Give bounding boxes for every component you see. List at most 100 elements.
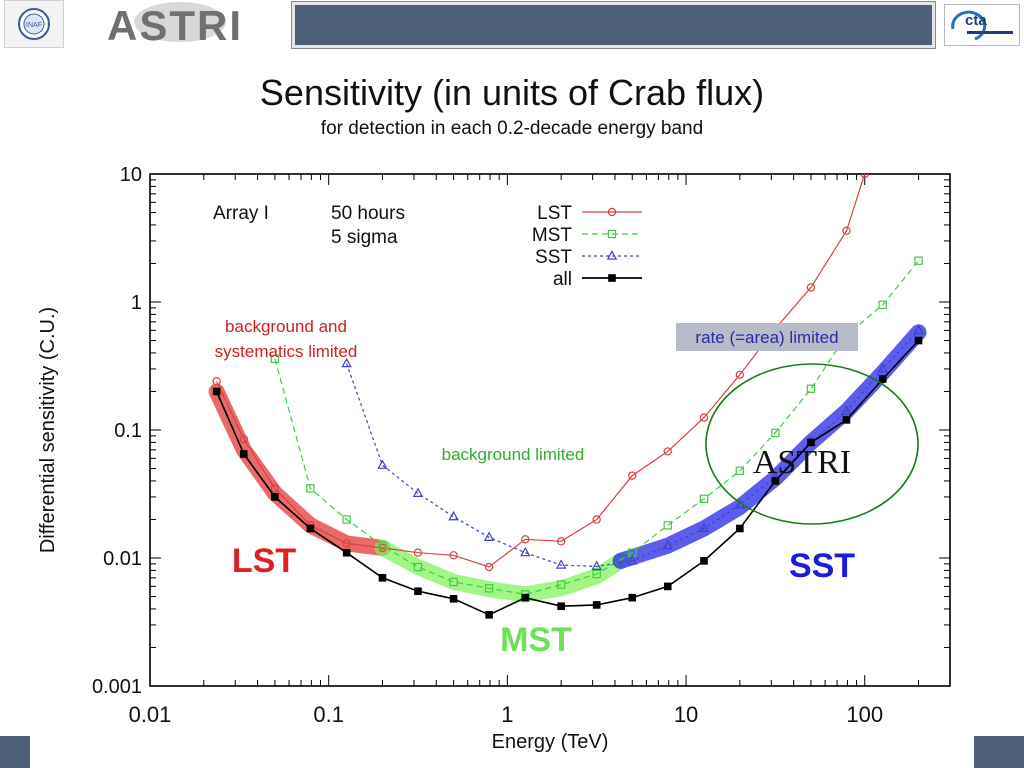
y-tick-label: 0.1 xyxy=(114,420,142,442)
data-point-lst xyxy=(413,548,423,557)
data-point-mst xyxy=(378,541,387,550)
data-point-mst xyxy=(449,577,458,587)
data-point-mst xyxy=(592,569,601,579)
data-point-lst xyxy=(699,413,709,422)
data-point-all xyxy=(449,595,458,603)
astri-region-ellipse xyxy=(705,363,919,525)
data-point-lst xyxy=(484,562,494,572)
data-point-lst xyxy=(735,370,745,379)
y-tick-label: 0.01 xyxy=(103,548,142,570)
slide-subtitle: for detection in each 0.2-decade energy … xyxy=(320,118,704,139)
data-point-mst xyxy=(484,584,494,593)
annotation-astri: ASTRI xyxy=(753,444,851,481)
data-point-sst xyxy=(662,539,673,550)
annotation-background-systematics-line2: systematics limited xyxy=(215,342,358,361)
x-tick-label: 0.1 xyxy=(313,702,344,727)
data-point-lst xyxy=(592,515,601,524)
data-point-all xyxy=(700,557,708,565)
data-point-all xyxy=(914,336,923,345)
data-point-mst xyxy=(699,494,709,504)
legend-label-lst: LST xyxy=(537,203,572,224)
data-point-sst xyxy=(913,324,924,334)
annotation-lst: LST xyxy=(232,542,296,580)
data-point-all xyxy=(807,438,815,447)
info-significance: 5 sigma xyxy=(331,227,398,248)
data-point-mst xyxy=(270,354,280,363)
data-point-mst xyxy=(413,562,423,572)
data-point-sst xyxy=(841,405,852,415)
y-tick-label: 1 xyxy=(131,292,142,314)
data-point-mst xyxy=(771,428,780,438)
slide-title: Sensitivity (in units of Crab flux) xyxy=(259,72,765,113)
data-point-sst xyxy=(555,559,567,569)
footer-bar-right xyxy=(974,736,1024,768)
data-point-lst xyxy=(556,537,566,546)
annotation-mst: MST xyxy=(500,621,572,659)
astri-logo-text: ASTRI xyxy=(107,2,243,48)
data-point-all xyxy=(878,375,887,383)
data-point-mst xyxy=(914,256,923,265)
data-point-sst xyxy=(412,487,424,497)
data-point-lst xyxy=(806,283,816,292)
data-point-mst xyxy=(878,300,887,310)
annotation-background-systematics-line1: background and xyxy=(225,317,347,336)
data-point-lst xyxy=(342,539,351,548)
series-line-mst xyxy=(274,260,919,596)
data-point-sst xyxy=(377,459,388,469)
annotation-background-limited: background limited xyxy=(442,445,585,464)
legend-label-all: all xyxy=(553,269,572,290)
series-line-sst xyxy=(346,329,919,568)
data-point-all xyxy=(521,593,530,602)
data-point-mst xyxy=(806,384,816,393)
info-duration: 50 hours xyxy=(331,203,405,224)
data-point-sst xyxy=(877,363,888,373)
header-banner xyxy=(292,2,935,48)
data-point-sst xyxy=(483,531,495,541)
info-array: Array I xyxy=(213,203,269,224)
data-point-all xyxy=(306,524,315,533)
data-point-lst xyxy=(212,377,221,386)
data-point-lst xyxy=(860,174,869,179)
y-tick-label: 0.001 xyxy=(92,676,142,698)
cta-logo: cta xyxy=(944,4,1020,46)
legend-marker-sst xyxy=(606,250,618,260)
legend-marker-lst xyxy=(607,207,617,217)
data-point-all xyxy=(212,387,221,396)
annotation-sst: SST xyxy=(789,547,855,585)
data-point-all xyxy=(342,548,351,557)
data-point-all xyxy=(663,582,672,591)
data-point-all xyxy=(842,416,851,424)
rate-limited-box xyxy=(676,323,858,351)
data-point-all xyxy=(771,477,780,485)
data-point-all xyxy=(736,524,744,533)
y-tick-label: 10 xyxy=(120,164,142,186)
x-axis-title: Energy (TeV) xyxy=(492,731,609,753)
data-point-mst xyxy=(663,521,672,530)
x-tick-label: 100 xyxy=(846,702,883,727)
x-tick-label: 1 xyxy=(501,702,513,727)
data-point-lst xyxy=(521,535,530,544)
data-point-all xyxy=(592,601,601,609)
data-point-all xyxy=(628,593,637,602)
data-point-sst xyxy=(627,555,638,565)
astri-logo: ASTRI xyxy=(70,0,280,49)
data-point-all xyxy=(485,610,493,619)
legend-marker-mst xyxy=(607,229,617,239)
data-point-all xyxy=(271,493,279,501)
sensitivity-chart: 0.01 0.1 1 10 100 0.001 0.01 0.1 1 10 Energy (TeV)… xyxy=(37,164,951,753)
data-point-all xyxy=(240,450,248,458)
x-tick-label: 10 xyxy=(674,702,698,727)
data-point-lst xyxy=(842,226,851,235)
data-point-all xyxy=(557,602,565,611)
cta-logo-text: cta xyxy=(965,12,987,29)
inaf-logo: INAF xyxy=(4,0,64,48)
data-point-lst xyxy=(239,434,249,444)
annotation-rate-limited: rate (=area) limited xyxy=(695,328,838,347)
legend-label-mst: MST xyxy=(532,225,573,246)
data-point-lst xyxy=(270,484,280,493)
data-point-sst xyxy=(591,560,602,570)
footer-bar-left xyxy=(0,736,30,768)
legend-marker-all xyxy=(608,274,616,282)
data-point-mst xyxy=(342,515,351,524)
data-point-mst xyxy=(556,580,566,589)
